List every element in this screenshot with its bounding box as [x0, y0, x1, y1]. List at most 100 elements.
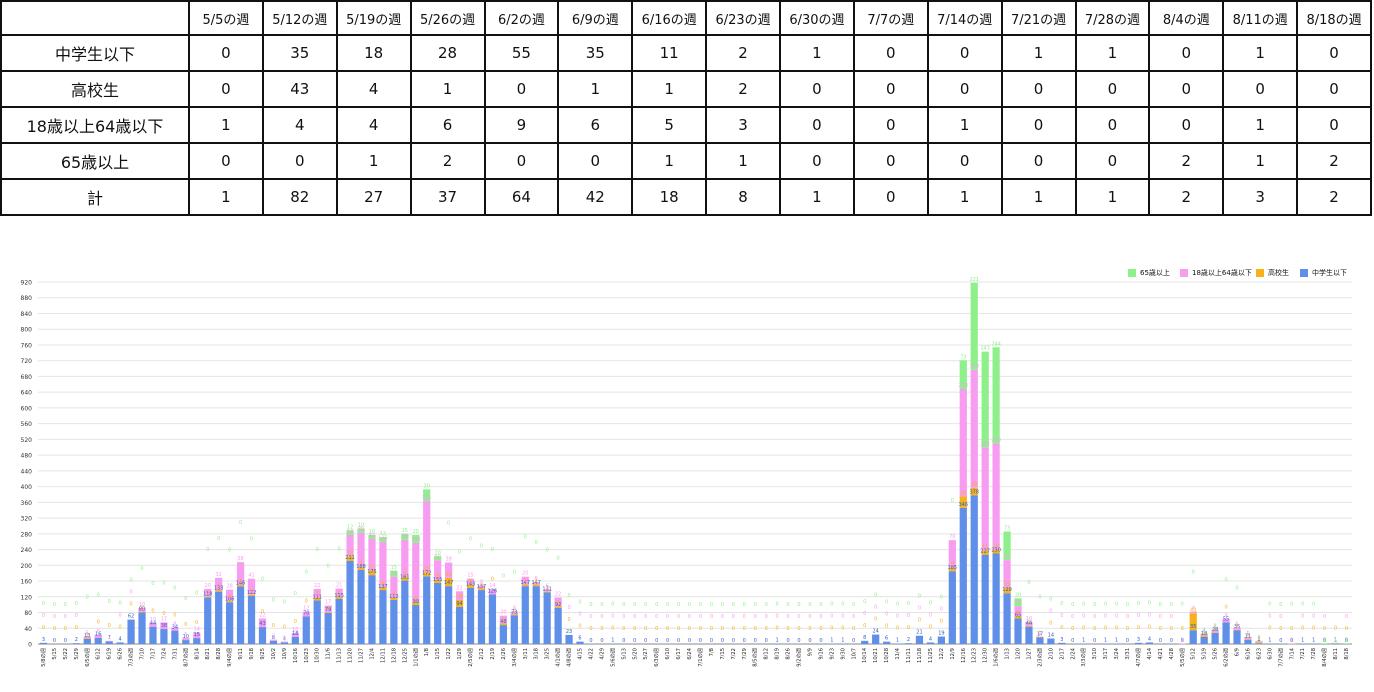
x-tick-label: 6/9 [1235, 648, 1241, 656]
data-label: 0 [151, 581, 154, 587]
table-cell: 0 [852, 142, 929, 180]
legend-item: 高校生 [1256, 268, 1289, 278]
bar-segment [226, 589, 234, 601]
data-label: 0 [929, 600, 932, 606]
x-tick-label: 3/25 [545, 648, 551, 660]
table-cell: 0 [188, 142, 264, 180]
x-tick-label: 11/4 [895, 647, 901, 659]
data-label: 0 [699, 638, 702, 644]
bar-segment [1003, 587, 1011, 594]
x-tick-label: 12/25 [402, 648, 408, 663]
bar-segment [915, 635, 924, 644]
bar-segment [466, 578, 475, 585]
bar-segment [959, 389, 967, 497]
table-cell: 0 [1000, 70, 1077, 108]
data-label: 0 [1148, 600, 1151, 606]
x-tick-label: 6/16 [1245, 648, 1251, 660]
x-tick-label: 4/29 [599, 648, 605, 660]
bar-segment [379, 536, 387, 542]
bar-segment [1244, 636, 1252, 638]
bar-segment [401, 533, 409, 540]
data-label: 1 [1334, 637, 1337, 643]
x-tick-label: 11/20 [348, 648, 354, 663]
table-cell: 2 [1296, 142, 1372, 180]
bar-segment [215, 577, 223, 591]
data-label: 0 [1181, 638, 1184, 644]
x-tick-label: 11/18 [917, 648, 923, 663]
data-label: 0 [786, 638, 789, 644]
data-label: 8 [436, 574, 439, 580]
data-label: 0 [129, 578, 132, 584]
data-label: 0 [765, 614, 768, 620]
data-label: 8 [381, 581, 384, 587]
table-cell: 1 [1222, 34, 1299, 72]
data-label: 0 [819, 638, 822, 644]
y-tick-label: 40 [24, 626, 32, 633]
data-label: 0 [885, 612, 888, 618]
table-cell: 0 [779, 106, 855, 144]
data-label: 21 [916, 630, 922, 636]
data-label: 1 [1203, 627, 1206, 633]
bar-segment [1233, 629, 1241, 631]
data-label: 3 [1257, 635, 1260, 641]
bar-segment [105, 641, 113, 644]
data-label: 0 [765, 626, 768, 632]
bar-segment [510, 611, 518, 615]
data-label: 6 [885, 636, 888, 642]
data-label: 0 [1181, 602, 1184, 608]
x-tick-label: 7/14 [1289, 647, 1295, 659]
data-label: 0 [644, 602, 647, 608]
data-label: 0 [1290, 638, 1293, 644]
bar-segment [1134, 642, 1143, 644]
data-label: 273 [959, 383, 969, 389]
bar-segment [1200, 636, 1208, 644]
x-tick-label: 3/4の週 [510, 648, 518, 667]
data-label: 0 [502, 574, 505, 580]
data-label: 3 [217, 584, 220, 590]
bar-segment [412, 605, 420, 644]
table-cell: 6 [409, 106, 486, 144]
bar-segment [970, 369, 978, 488]
data-label: 0 [1115, 626, 1118, 632]
table-cell: 0 [188, 34, 264, 72]
bar-segment [335, 596, 343, 599]
bar-segment [215, 591, 223, 644]
data-label: 79 [325, 607, 331, 613]
data-label: 0 [808, 614, 811, 620]
x-tick-label: 6/24 [687, 647, 693, 659]
data-label: 29 [960, 490, 966, 496]
bar-segment [937, 636, 945, 644]
x-tick-label: 12/23 [972, 648, 978, 663]
bar-segment [1310, 643, 1318, 645]
data-label: 6 [1214, 624, 1217, 630]
data-label: 0 [1027, 580, 1030, 586]
data-label: 6 [578, 636, 581, 642]
bar-segment [269, 640, 278, 644]
x-tick-label: 4/28 [1169, 648, 1175, 660]
data-label: 7 [316, 592, 319, 598]
data-label: 32 [215, 572, 221, 578]
table-cell: 1 [926, 106, 1003, 144]
bar-segment [543, 591, 551, 593]
data-label: 0 [852, 614, 855, 620]
data-label: 0 [195, 620, 198, 626]
table-cell: 9 [483, 106, 560, 144]
data-label: 0 [852, 638, 855, 644]
table-cell: 1 [409, 70, 486, 108]
data-label: 0 [294, 619, 297, 625]
data-label: 0 [1071, 638, 1074, 644]
data-label: 5 [184, 632, 187, 638]
bar-segment [499, 625, 507, 644]
bar-segment [83, 638, 91, 639]
x-tick-label: 10/16 [293, 648, 299, 663]
table-cell: 37 [409, 178, 486, 216]
data-label: 0 [1268, 602, 1271, 608]
bar-segment [226, 600, 234, 603]
bar-segment [609, 643, 617, 645]
data-label: 0 [151, 609, 154, 615]
data-label: 18 [1201, 631, 1207, 637]
bar-segment [423, 501, 431, 573]
data-label: 147 [444, 580, 454, 586]
bar-segment [313, 597, 321, 601]
data-label: 0 [1104, 602, 1107, 608]
